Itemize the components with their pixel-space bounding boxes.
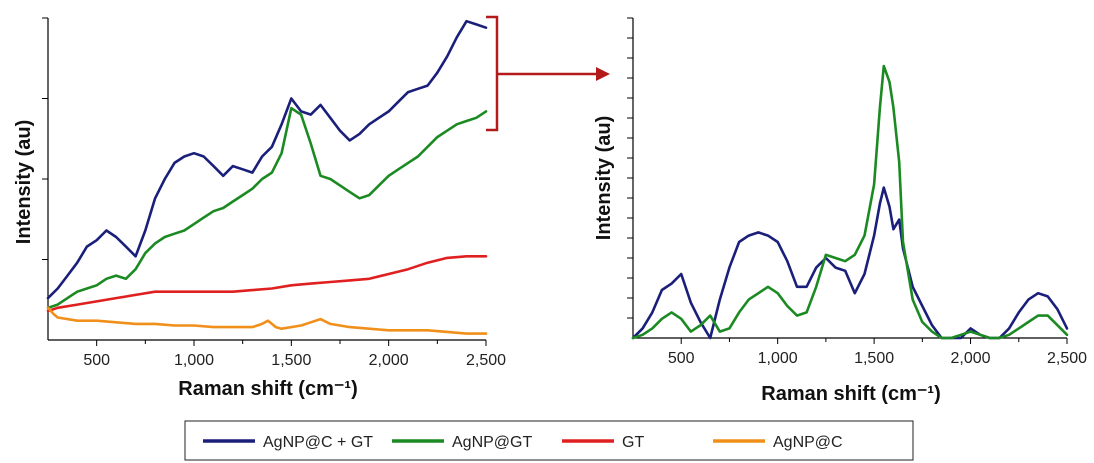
right-series-agnp-gt xyxy=(633,66,1067,338)
left-x-tick-label: 2,500 xyxy=(466,352,506,369)
left-x-tick-label: 2,000 xyxy=(369,352,409,369)
right-y-ticks xyxy=(627,18,633,318)
left-x-axis-label: Raman shift (cm⁻¹) xyxy=(178,378,357,400)
legend-label-agnp-c-gt: AgNP@C + GT xyxy=(263,434,373,451)
left-y-ticks xyxy=(42,18,48,260)
arrow-head xyxy=(596,67,610,81)
right-series-agnp-c-gt xyxy=(633,188,1067,338)
left-series-gt xyxy=(48,256,486,311)
left-x-tick-label: 500 xyxy=(83,352,110,369)
right-x-tick-label: 2,000 xyxy=(951,350,991,367)
right-x-tick-label: 2,500 xyxy=(1047,350,1087,367)
legend-label-agnp-gt: AgNP@GT xyxy=(452,434,532,451)
right-x-ticks: 500 1,000 1,500 2,000 2,500 xyxy=(668,338,1087,367)
left-series-agnp-gt xyxy=(48,108,486,308)
left-series xyxy=(48,21,486,333)
left-x-ticks: 500 1,000 1,500 2,000 2,500 xyxy=(83,340,506,369)
left-series-agnp-c xyxy=(48,308,486,334)
legend: AgNP@C + GT AgNP@GT GT AgNP@C xyxy=(185,421,913,460)
right-chart: 500 1,000 1,500 2,000 2,500 Raman shift (cm⁻… xyxy=(593,18,1087,405)
legend-label-gt: GT xyxy=(622,434,644,451)
legend-label-agnp-c: AgNP@C xyxy=(773,434,843,451)
left-y-axis-label: Intensity (au) xyxy=(13,120,35,244)
left-x-tick-label: 1,000 xyxy=(174,352,214,369)
bracket xyxy=(486,17,497,130)
right-x-tick-label: 500 xyxy=(668,350,695,367)
left-chart: 500 1,000 1,500 2,000 2,500 Raman shift (cm⁻… xyxy=(13,18,506,400)
right-y-axis-label: Intensity (au) xyxy=(593,116,615,240)
left-x-tick-label: 1,500 xyxy=(271,352,311,369)
right-series xyxy=(633,66,1067,338)
right-x-tick-label: 1,000 xyxy=(758,350,798,367)
right-x-tick-label: 1,500 xyxy=(854,350,894,367)
right-x-axis-label: Raman shift (cm⁻¹) xyxy=(761,383,940,405)
zoom-bracket-arrow xyxy=(486,17,610,130)
left-series-agnp-c-gt xyxy=(48,21,486,298)
